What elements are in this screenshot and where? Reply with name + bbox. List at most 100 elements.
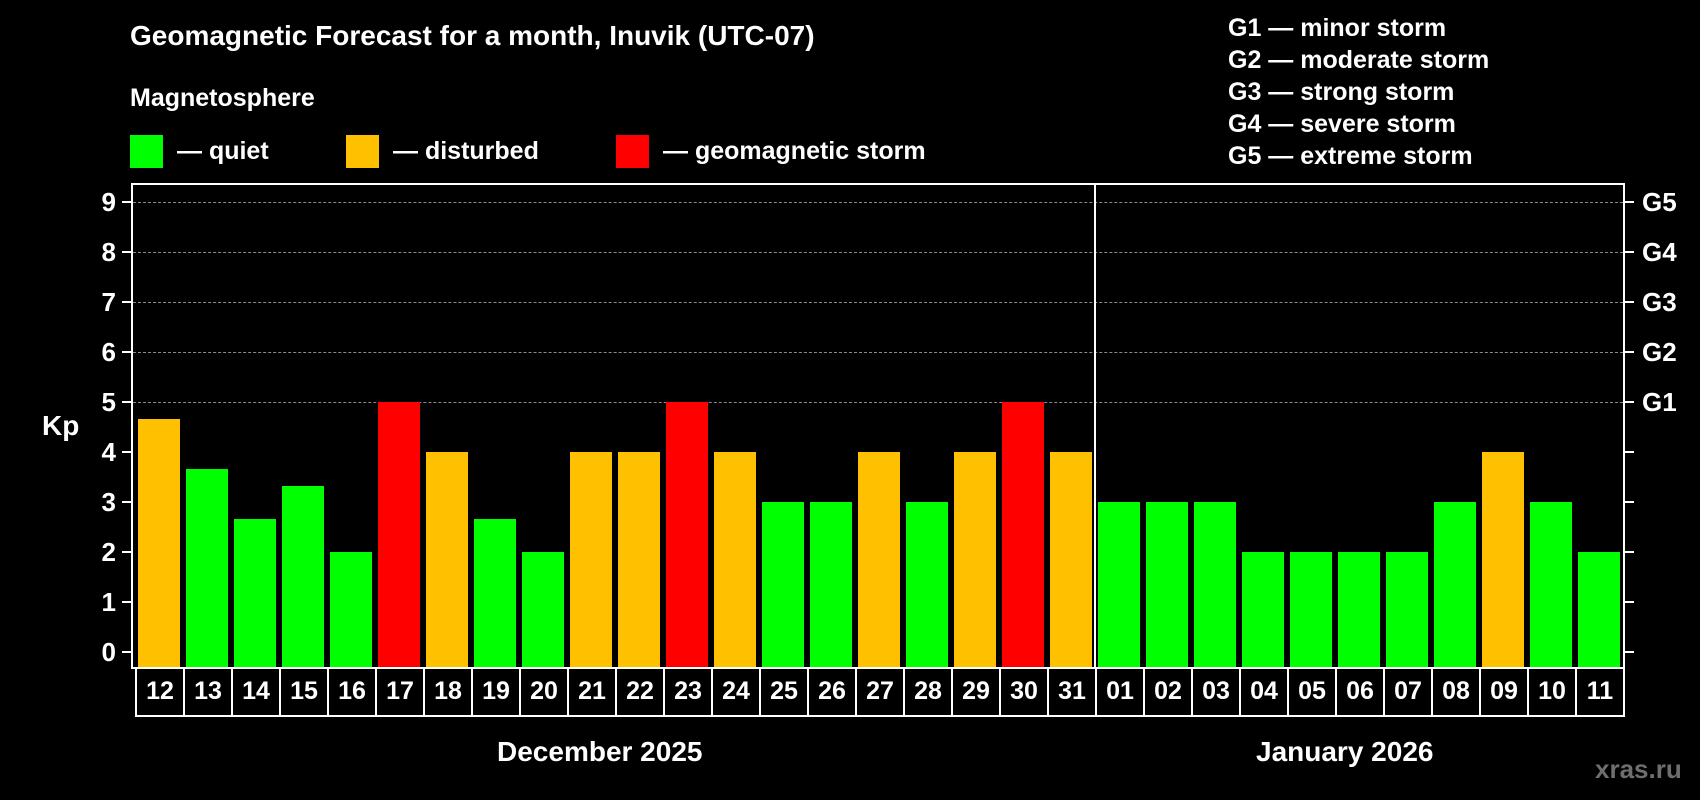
date-label: 21 [567,669,615,715]
date-label: 03 [1191,669,1239,715]
legend-storm-label: — geomagnetic storm [663,136,926,165]
date-label: 15 [279,669,327,715]
disturbed-swatch-icon [346,134,379,168]
kp-bar [570,452,612,669]
y-tick-left [122,501,131,503]
y-tick-left [122,251,131,253]
kp-bar [378,402,420,669]
y-tick-label: 0 [101,637,116,667]
g-scale-label: G2 [1642,337,1677,367]
date-label: 24 [711,669,759,715]
date-label: 10 [1527,669,1575,715]
date-label: 07 [1383,669,1431,715]
gridline [133,302,1623,303]
legend-subtitle: Magnetosphere [130,84,315,112]
kp-bar [1146,502,1188,669]
storm-scale-g5: G5 — extreme storm [1228,142,1473,170]
y-axis-label: Kp [42,410,80,441]
date-label: 20 [519,669,567,715]
date-label: 05 [1287,669,1335,715]
date-label: 28 [903,669,951,715]
kp-bar [1242,552,1284,669]
kp-bar [234,518,276,669]
kp-bar [714,452,756,669]
date-label: 14 [231,669,279,715]
y-tick-right [1625,201,1634,203]
y-tick-left [122,601,131,603]
date-label: 12 [146,677,174,705]
y-tick-right [1625,251,1634,253]
y-tick-label: 4 [101,437,116,467]
date-label: 04 [1239,669,1287,715]
y-tick-left [122,651,131,653]
date-axis: 12 13 14 15 16 17 18 19 20 21 22 23 24 25 26 27 28 29 30 31… [135,669,1625,717]
date-label: 13 [183,669,231,715]
storm-scale-legend: G1 — minor storm G2 — moderate storm G3 … [1228,12,1489,172]
date-label: 26 [807,669,855,715]
date-label: 01 [1095,669,1143,715]
kp-bar [186,468,228,669]
legend-storm: — geomagnetic storm [616,134,926,168]
y-tick-left [122,301,131,303]
y-tick-right [1625,551,1634,553]
date-label: 18 [423,669,471,715]
legend-quiet: — quiet [130,134,269,168]
kp-bar [1194,502,1236,669]
g-scale-label: G1 [1642,387,1677,417]
kp-bar [666,402,708,669]
quiet-swatch-icon [130,134,163,168]
date-label: 23 [663,669,711,715]
y-tick-label: 5 [101,387,116,417]
y-tick-right [1625,401,1634,403]
kp-bar [138,418,180,669]
y-tick-left [122,401,131,403]
kp-bar [282,485,324,669]
y-tick-label: 8 [101,237,116,267]
y-tick-right [1625,351,1634,353]
watermark: xras.ru [1595,754,1682,784]
month-divider [1094,183,1096,669]
storm-scale-g3: G3 — strong storm [1228,78,1455,106]
kp-bar [330,552,372,669]
kp-bar [762,502,804,669]
date-label: 06 [1335,669,1383,715]
gridline [133,252,1623,253]
y-tick-label: 3 [101,487,116,517]
y-tick-label: 2 [101,537,116,567]
storm-swatch-icon [616,134,649,168]
kp-bar [1338,552,1380,669]
kp-bar [618,452,660,669]
date-label: 27 [855,669,903,715]
y-tick-left [122,451,131,453]
y-tick-label: 9 [101,187,116,217]
kp-bar [474,518,516,669]
date-label: 16 [327,669,375,715]
g-scale-label: G3 [1642,287,1677,317]
kp-bar [810,502,852,669]
kp-bar [522,552,564,669]
date-label: 19 [471,669,519,715]
date-label: 08 [1431,669,1479,715]
storm-scale-g1: G1 — minor storm [1228,14,1447,42]
kp-bar [906,502,948,669]
y-tick-right [1625,601,1634,603]
kp-bar [1578,552,1620,669]
g-scale-label: G4 [1642,237,1677,267]
date-label: 22 [615,669,663,715]
kp-bar [426,452,468,669]
kp-bar [954,452,996,669]
y-tick-left [122,551,131,553]
y-tick-right [1625,651,1634,653]
gridline [133,352,1623,353]
y-tick-right [1625,501,1634,503]
date-label: 02 [1143,669,1191,715]
date-label: 17 [375,669,423,715]
date-label: 29 [951,669,999,715]
y-tick-label: 7 [101,287,116,317]
y-tick-left [122,201,131,203]
date-label: 11 [1575,669,1623,715]
kp-bar [1290,552,1332,669]
y-tick-right [1625,451,1634,453]
kp-bar [1482,452,1524,669]
kp-bar [1050,452,1092,669]
